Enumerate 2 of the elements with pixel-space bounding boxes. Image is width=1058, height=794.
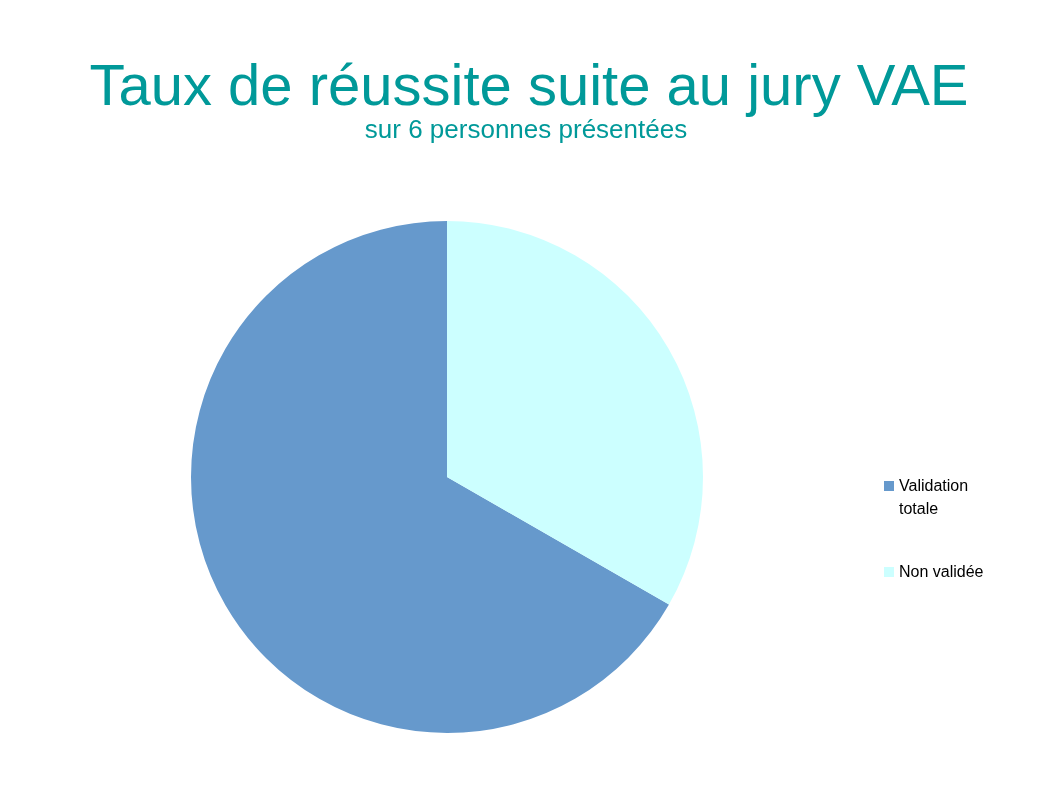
legend-label: Non validée [899, 562, 985, 582]
legend-label: Validation totale [899, 476, 970, 519]
